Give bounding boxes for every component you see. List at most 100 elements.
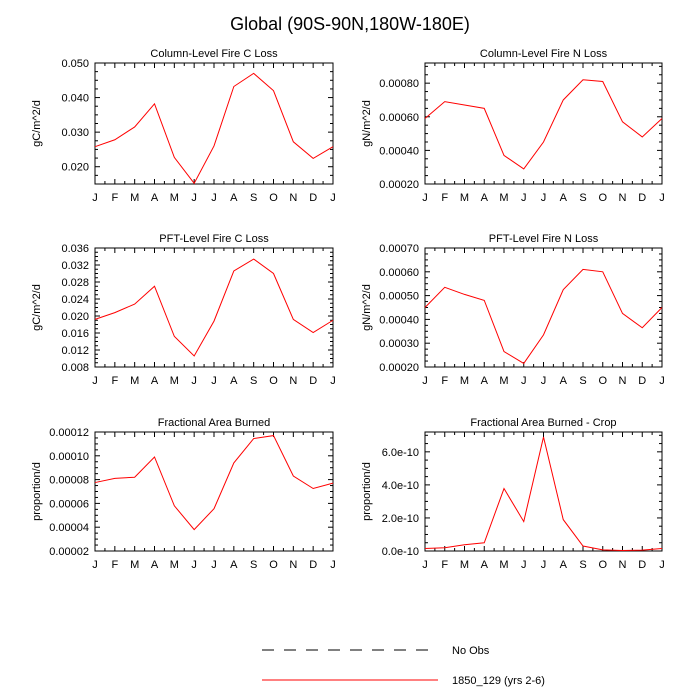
y-tick-label: 0.008: [61, 362, 89, 374]
y-tick-label: 0.028: [61, 277, 89, 289]
x-tick-label: M: [170, 559, 179, 571]
plot-frame: [94, 247, 334, 368]
x-tick-label: A: [481, 192, 489, 204]
y-tick-label: 0.00020: [379, 362, 419, 374]
x-tick-label: J: [659, 192, 665, 204]
x-tick-label: A: [560, 559, 568, 571]
x-tick-label: N: [289, 375, 297, 387]
y-tick-label: 0.030: [61, 127, 89, 139]
plot-frame: [424, 62, 663, 185]
y-tick-label: 0.00040: [379, 314, 419, 326]
x-tick-label: S: [579, 375, 586, 387]
x-tick-label: N: [289, 192, 297, 204]
x-tick-label: M: [460, 375, 469, 387]
y-tick-label: 0.00060: [379, 112, 419, 124]
x-tick-label: M: [170, 192, 179, 204]
x-tick-label: J: [541, 559, 547, 571]
x-tick-label: D: [638, 192, 646, 204]
x-tick-label: J: [191, 559, 197, 571]
x-tick-label: J: [191, 375, 197, 387]
chart-title: PFT-Level Fire N Loss: [489, 233, 599, 245]
x-tick-label: O: [598, 559, 607, 571]
x-tick-label: A: [560, 192, 568, 204]
x-tick-label: J: [521, 559, 527, 571]
x-tick-label: D: [638, 559, 646, 571]
x-tick-label: N: [289, 559, 297, 571]
x-tick-label: J: [211, 559, 217, 571]
y-tick-label: 0.040: [61, 93, 89, 105]
x-tick-label: M: [170, 375, 179, 387]
chart-panel-6: Fractional Area Burned - Crop proportion/…: [361, 417, 665, 571]
y-tick-label: 0.0e-10: [382, 546, 419, 558]
x-tick-label: F: [441, 559, 448, 571]
legend-label-no-obs: No Obs: [452, 645, 490, 657]
y-tick-label: 0.020: [61, 162, 89, 174]
x-tick-label: O: [269, 192, 278, 204]
x-tick-label: J: [191, 192, 197, 204]
x-tick-label: J: [211, 375, 217, 387]
y-tick-label: 0.036: [61, 243, 89, 255]
x-tick-label: F: [441, 375, 448, 387]
x-tick-label: D: [638, 375, 646, 387]
x-tick-label: A: [230, 559, 238, 571]
x-tick-label: F: [111, 192, 118, 204]
chart-title: PFT-Level Fire C Loss: [159, 233, 269, 245]
x-tick-label: M: [130, 375, 139, 387]
x-tick-label: O: [269, 375, 278, 387]
series-line: [94, 72, 334, 185]
x-tick-label: A: [151, 375, 159, 387]
x-tick-label: J: [330, 559, 336, 571]
x-tick-label: J: [659, 559, 665, 571]
y-tick-label: 0.024: [61, 294, 89, 306]
y-tick-label: 4.0e-10: [382, 480, 419, 492]
chart-title: Fractional Area Burned - Crop: [470, 417, 616, 429]
y-tick-label: 0.020: [61, 311, 89, 323]
y-tick-label: 0.00050: [379, 291, 419, 303]
y-tick-label: 0.00002: [49, 546, 89, 558]
x-tick-label: M: [130, 559, 139, 571]
x-tick-label: J: [330, 192, 336, 204]
y-tick-label: 0.00008: [49, 475, 89, 487]
x-tick-label: M: [499, 559, 508, 571]
x-tick-label: N: [619, 192, 627, 204]
x-tick-label: S: [579, 192, 586, 204]
x-tick-label: M: [130, 192, 139, 204]
y-axis-label: proportion/d: [31, 462, 43, 521]
y-tick-label: 2.0e-10: [382, 513, 419, 525]
chart-title: Column-Level Fire C Loss: [150, 48, 278, 60]
x-tick-label: J: [541, 375, 547, 387]
x-tick-label: J: [541, 192, 547, 204]
x-tick-label: J: [659, 375, 665, 387]
y-tick-label: 0.00030: [379, 338, 419, 350]
x-tick-label: J: [422, 192, 428, 204]
x-tick-label: M: [460, 559, 469, 571]
series-line: [94, 435, 334, 531]
plot-frame: [94, 62, 334, 185]
x-tick-label: J: [211, 192, 217, 204]
y-tick-label: 0.012: [61, 345, 89, 357]
plot-frame: [424, 247, 663, 368]
x-tick-label: J: [422, 375, 428, 387]
series-line: [424, 79, 663, 170]
y-tick-label: 6.0e-10: [382, 447, 419, 459]
x-tick-label: M: [499, 375, 508, 387]
y-tick-label: 0.00006: [49, 498, 89, 510]
y-tick-label: 0.016: [61, 328, 89, 340]
series-line: [424, 268, 663, 365]
x-tick-label: S: [579, 559, 586, 571]
series-line: [94, 258, 334, 357]
x-tick-label: A: [230, 192, 238, 204]
y-tick-label: 0.00012: [49, 427, 89, 439]
x-tick-label: A: [560, 375, 568, 387]
x-tick-label: J: [92, 559, 98, 571]
x-tick-label: A: [481, 559, 489, 571]
y-tick-label: 0.00020: [379, 179, 419, 191]
plot-frame: [424, 431, 663, 552]
x-tick-label: N: [619, 375, 627, 387]
legend-label-series: 1850_129 (yrs 2-6): [452, 675, 545, 687]
legend: No Obs 1850_129 (yrs 2-6): [262, 645, 545, 687]
